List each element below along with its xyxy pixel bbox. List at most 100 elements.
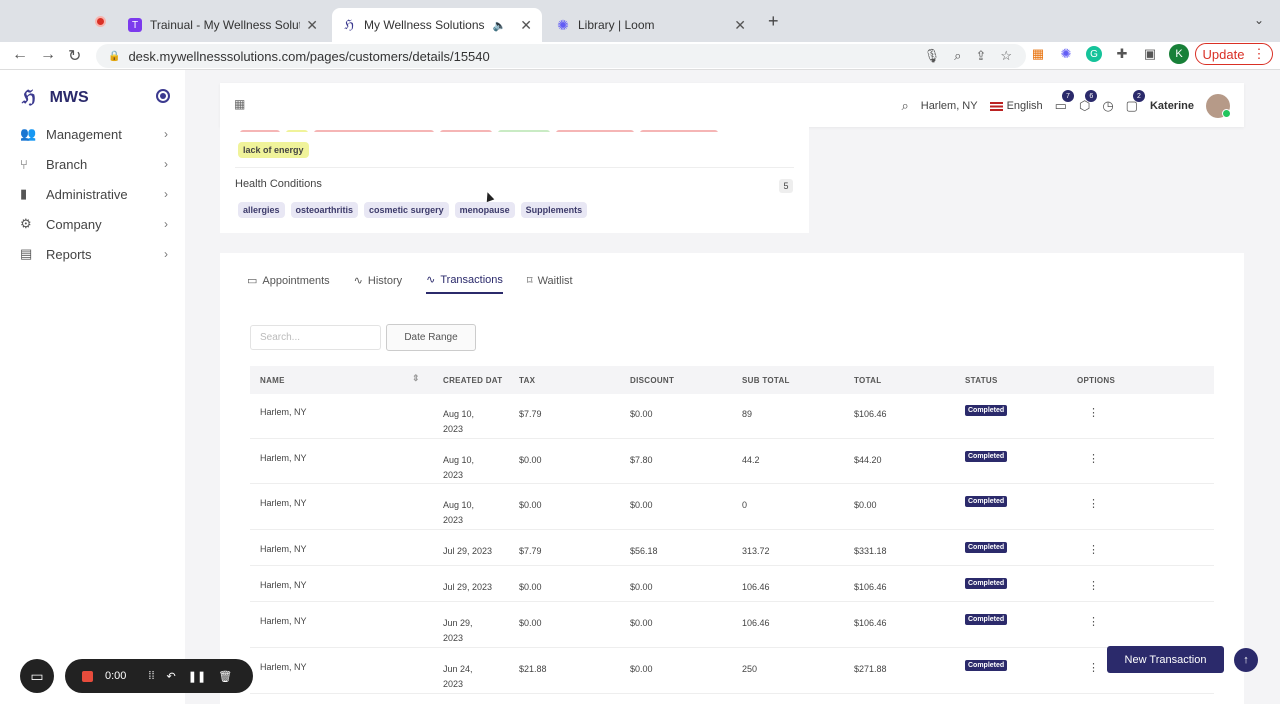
- camera-toggle-button[interactable]: ▭: [20, 659, 54, 693]
- col-created-date[interactable]: CREATED DAT: [443, 376, 503, 385]
- row-options-icon[interactable]: ⋮: [1088, 498, 1099, 510]
- row-options-icon[interactable]: ⋮: [1088, 453, 1099, 465]
- cell-discount: $0.00: [630, 582, 653, 592]
- clock-icon[interactable]: ◷: [1102, 98, 1114, 113]
- row-options-icon[interactable]: ⋮: [1088, 407, 1099, 419]
- sidebar-toggle-icon[interactable]: [156, 89, 170, 103]
- row-options-icon[interactable]: ⋮: [1088, 662, 1099, 674]
- table-row[interactable]: Harlem, NY Jul 29, 2023 $0.00 $0.00 106.46 $1…: [250, 566, 1214, 602]
- cell-created-year: 2023: [443, 679, 464, 689]
- sidebar-item-branch[interactable]: ⑂ Branch ›: [20, 156, 168, 172]
- row-options-icon[interactable]: ⋮: [1088, 616, 1099, 628]
- mic-icon[interactable]: 🎙: [923, 48, 941, 63]
- table-row[interactable]: Harlem, NY Jul 29, 2023 $7.79 $56.18 313.72 $…: [250, 530, 1214, 566]
- profile-avatar[interactable]: K: [1169, 44, 1189, 64]
- table-row[interactable]: Harlem, NY Jun 24, $21.88 $0.00 250 $271.88 20…: [250, 648, 1214, 694]
- cell-name: Harlem, NY: [260, 580, 307, 590]
- cell-total: $44.20: [854, 455, 882, 465]
- cell-discount: $0.00: [630, 409, 653, 419]
- table-row[interactable]: Harlem, NY Aug 10, $7.79 $0.00 89 $106.46 2023…: [250, 393, 1214, 439]
- url-field[interactable]: 🔒 desk.mywellnesssolutions.com/pages/cus…: [96, 44, 1026, 68]
- browser-tab-loom[interactable]: ✺ Library | Loom ✕: [557, 16, 746, 33]
- zoom-icon[interactable]: ⌕: [954, 48, 962, 63]
- brand[interactable]: ℌ MWS: [22, 87, 89, 107]
- speaker-icon[interactable]: 🔈: [492, 19, 507, 32]
- cell-total: $0.00: [854, 500, 877, 510]
- chip-cosmetic-surgery: cosmetic surgery: [364, 202, 449, 218]
- user-avatar[interactable]: [1206, 94, 1231, 118]
- extension-loom-icon[interactable]: ✺: [1060, 46, 1072, 61]
- cell-sub-total: 313.72: [742, 546, 770, 556]
- undo-icon[interactable]: ↶: [166, 670, 176, 683]
- col-status[interactable]: STATUS: [965, 376, 998, 385]
- table-row[interactable]: Harlem, NY Aug 10, $0.00 $0.00 0 $0.00 2023 Com…: [250, 484, 1214, 530]
- browser-tab-mws[interactable]: ℌ My Wellness Solutions 🔈 ✕: [332, 8, 542, 42]
- camera-icon: ▭: [30, 667, 44, 684]
- location-selector[interactable]: Harlem, NY: [920, 100, 978, 112]
- update-button[interactable]: Update ⋮: [1195, 43, 1273, 65]
- col-sub-total[interactable]: SUB TOTAL: [742, 376, 790, 385]
- search-input[interactable]: Search...: [250, 325, 381, 350]
- sidebar-item-company[interactable]: ⚙ Company ›: [20, 216, 168, 232]
- calendar-icon[interactable]: ▦: [234, 97, 246, 111]
- inbox-icon[interactable]: ▭ 7: [1055, 90, 1074, 114]
- extensions-puzzle-icon[interactable]: ✚: [1116, 46, 1128, 61]
- scroll-top-button[interactable]: ↑: [1234, 648, 1258, 672]
- cell-name: Harlem, NY: [260, 616, 307, 626]
- loom-icon: ✺: [557, 16, 569, 33]
- chat-icon[interactable]: ▢ 2: [1126, 90, 1145, 114]
- tab-transactions[interactable]: ∿ Transactions: [426, 273, 503, 294]
- col-name[interactable]: NAME: [260, 376, 285, 385]
- chip-row-energy: lack of energy: [238, 140, 315, 158]
- sidebar-item-management[interactable]: 👥 Management ›: [20, 126, 168, 142]
- row-options-icon[interactable]: ⋮: [1088, 580, 1099, 592]
- chip-lack-of-energy: lack of energy: [238, 142, 309, 158]
- sort-icon[interactable]: ⇕: [412, 373, 420, 383]
- delete-icon[interactable]: 🗑: [218, 670, 233, 683]
- partial-chip-row: [240, 123, 800, 132]
- table-row[interactable]: Harlem, NY Jun 29, $0.00 $0.00 106.46 $106.46…: [250, 602, 1214, 648]
- browser-tab-trainual[interactable]: T Trainual - My Wellness Solution ✕: [118, 8, 328, 42]
- cell-created-date: Aug 10,: [443, 409, 475, 419]
- back-icon[interactable]: ←: [12, 46, 28, 63]
- chevron-right-icon: ›: [164, 127, 168, 141]
- forward-icon[interactable]: →: [40, 46, 56, 63]
- cell-name: Harlem, NY: [260, 662, 307, 672]
- tab-appointments[interactable]: ▭ Appointments: [247, 274, 330, 288]
- search-icon[interactable]: ⌕: [901, 98, 909, 113]
- drawing-grid-icon[interactable]: ⁞⁞: [148, 670, 155, 682]
- tab-history[interactable]: ∿ History: [353, 274, 403, 288]
- extension-table-icon[interactable]: ▦: [1031, 46, 1045, 61]
- status-badge: Completed: [965, 578, 1008, 589]
- pause-icon[interactable]: ❚❚: [187, 670, 207, 683]
- chip-menopause: menopause: [454, 202, 515, 218]
- extension-grammarly-icon[interactable]: G: [1086, 46, 1102, 62]
- close-tab-icon[interactable]: ✕: [306, 16, 318, 33]
- tab-search-chevron-icon[interactable]: ⌄: [1254, 13, 1265, 27]
- table-row[interactable]: Harlem, NY Aug 10, $0.00 $7.80 44.2 $44.20 202…: [250, 439, 1214, 484]
- reload-icon[interactable]: ↻: [68, 48, 82, 65]
- user-name[interactable]: Katerine: [1149, 100, 1194, 112]
- col-total[interactable]: TOTAL: [854, 376, 882, 385]
- new-transaction-button[interactable]: New Transaction: [1107, 646, 1224, 673]
- chip-osteoarthritis: osteoarthritis: [290, 202, 359, 218]
- sidebar-item-reports[interactable]: ▤ Reports ›: [20, 246, 168, 262]
- cube-icon[interactable]: ⬡ 6: [1079, 90, 1098, 114]
- close-tab-icon[interactable]: ✕: [734, 16, 746, 33]
- row-options-icon[interactable]: ⋮: [1088, 544, 1099, 556]
- tab-waitlist[interactable]: ⌑ Waitlist: [526, 274, 573, 288]
- bookmark-icon: ⌑: [526, 275, 533, 287]
- cell-tax: $0.00: [519, 582, 542, 592]
- col-tax[interactable]: TAX: [519, 376, 536, 385]
- star-icon[interactable]: ☆: [1000, 48, 1012, 63]
- close-tab-icon[interactable]: ✕: [520, 16, 532, 33]
- col-discount[interactable]: DISCOUNT: [630, 376, 675, 385]
- language-selector[interactable]: English: [1006, 100, 1043, 112]
- sidebar-item-administrative[interactable]: ▮ Administrative ›: [20, 186, 168, 202]
- recording-dot-icon: [95, 16, 106, 27]
- date-range-button[interactable]: Date Range: [386, 324, 476, 351]
- sidebar-panel-icon[interactable]: ▣: [1143, 46, 1157, 61]
- stop-recording-button[interactable]: [82, 670, 93, 682]
- new-tab-button[interactable]: +: [768, 11, 779, 31]
- share-icon[interactable]: ⇪: [975, 48, 987, 63]
